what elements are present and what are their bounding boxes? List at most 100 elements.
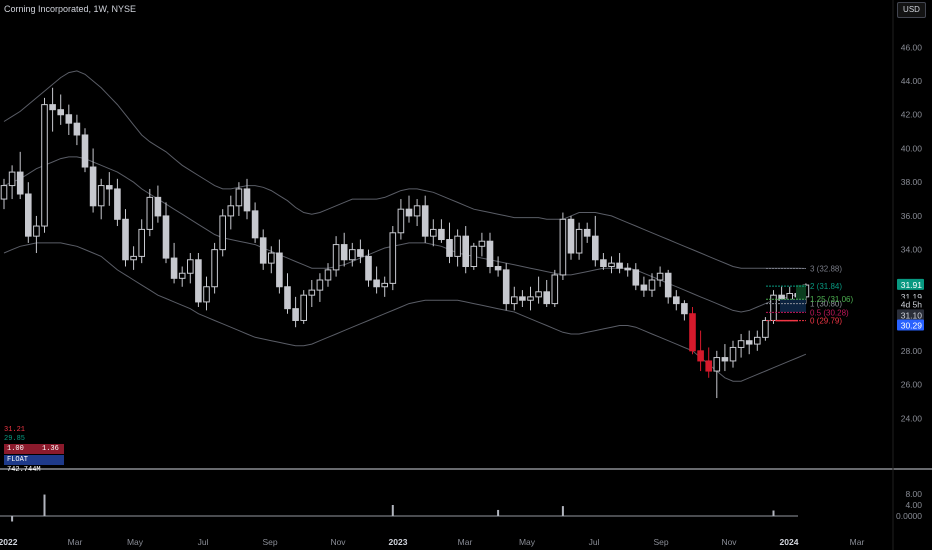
price-tick: 34.00 — [901, 245, 923, 255]
candle-body — [486, 240, 494, 268]
candle-body — [292, 308, 299, 321]
fib-label: 0 (29.79) — [810, 317, 842, 326]
time-tick: Nov — [330, 537, 346, 547]
candle-body — [632, 269, 640, 286]
candle-body — [0, 185, 8, 200]
candle-body — [705, 360, 713, 372]
candle-body — [454, 235, 461, 257]
candle-body — [251, 210, 259, 239]
candle-body — [49, 104, 56, 111]
candle-body — [430, 228, 437, 237]
fib-label: 1 (30.80) — [810, 300, 842, 309]
price-tick: 38.00 — [901, 177, 923, 187]
candle-body — [259, 237, 267, 264]
candle-body — [413, 205, 421, 217]
candle-body — [754, 336, 761, 345]
candle-body — [97, 185, 105, 207]
time-tick: Sep — [262, 537, 277, 547]
volume-tick: 0.0000 — [896, 511, 922, 521]
candle-body — [316, 279, 324, 291]
time-tick: Jul — [589, 537, 600, 547]
candle-body — [397, 208, 405, 234]
candle-body — [308, 289, 316, 296]
price-tick: 26.00 — [901, 380, 923, 390]
price-tick: 24.00 — [901, 413, 923, 423]
volume-tick: 4.00 — [905, 500, 922, 510]
candle-body — [592, 235, 599, 261]
fib-zone-blue — [780, 299, 806, 313]
candle-body — [664, 272, 672, 298]
time-axis: 2022 Mar May Jul Sep Nov 2023 Mar May Jul Sep Nov 20… — [0, 537, 864, 547]
candle-body — [178, 272, 186, 279]
volume-bar — [497, 509, 500, 516]
time-tick: 2024 — [780, 537, 799, 547]
candle-body — [227, 205, 235, 217]
candle-body — [65, 114, 73, 124]
time-tick: Jul — [198, 537, 209, 547]
candle-body — [340, 244, 348, 261]
candle-body — [575, 228, 583, 254]
candle-body — [673, 296, 680, 305]
candle-body — [640, 284, 648, 291]
candle-body — [446, 239, 453, 257]
candle-body — [332, 244, 340, 271]
candle-body — [187, 259, 194, 274]
time-tick: May — [519, 537, 536, 547]
candle-body — [519, 296, 526, 301]
candle-body — [462, 235, 469, 268]
candle-body — [41, 104, 48, 227]
candle-body — [745, 340, 753, 345]
price-tick: 44.00 — [901, 76, 923, 86]
volume-bar — [561, 506, 564, 516]
candle-body — [8, 171, 16, 187]
candle-body — [600, 259, 607, 268]
candle-body — [527, 296, 534, 301]
volume-bar — [772, 510, 775, 516]
candle-body — [324, 269, 332, 281]
volume-bar — [11, 516, 14, 522]
time-tick: Mar — [850, 537, 865, 547]
candle-body — [470, 245, 478, 268]
candle-body — [648, 279, 656, 291]
candle-body — [405, 208, 413, 217]
fib-label: 0.5 (30.28) — [810, 308, 849, 317]
candle-body — [130, 255, 137, 261]
price-label-bg — [897, 319, 924, 331]
candle-body — [235, 188, 243, 207]
candle-body — [170, 257, 178, 279]
candle-body — [616, 262, 623, 269]
time-tick: 2023 — [389, 537, 408, 547]
candle-body — [583, 228, 591, 237]
candle-body — [146, 196, 154, 230]
volume-pane — [0, 494, 798, 522]
candle-body — [73, 122, 81, 136]
candle-body — [535, 291, 542, 298]
fib-label: 3 (32.88) — [810, 265, 842, 274]
price-label-bg — [897, 298, 924, 310]
candle-body — [697, 350, 704, 362]
candle-body — [268, 252, 275, 264]
candle-body — [551, 274, 559, 305]
candle-body — [421, 205, 429, 237]
ratio-left: 1.00 — [7, 445, 24, 453]
info-line-1: 31.21 — [4, 426, 26, 434]
candle-body — [713, 357, 721, 372]
candle-body — [284, 286, 291, 310]
candle-body — [373, 279, 380, 288]
volume-tick: 8.00 — [905, 489, 922, 499]
candle-body — [114, 188, 121, 220]
ratio-box: 1.00 1.36 — [4, 444, 64, 454]
candle-body — [219, 215, 226, 251]
candle-body — [511, 296, 518, 305]
currency-button[interactable]: USD — [897, 2, 926, 18]
candle-body — [478, 240, 486, 247]
candle-body — [243, 188, 251, 212]
fib-label: 1.25 (31.06) — [810, 295, 853, 304]
candle-body — [567, 218, 575, 254]
candle-body — [608, 262, 615, 268]
price-label-bg — [897, 278, 924, 290]
candle-body — [203, 286, 210, 303]
fib-extension: 0 (29.79)0.5 (30.28)1 (30.80)1.25 (31.06… — [766, 265, 853, 326]
